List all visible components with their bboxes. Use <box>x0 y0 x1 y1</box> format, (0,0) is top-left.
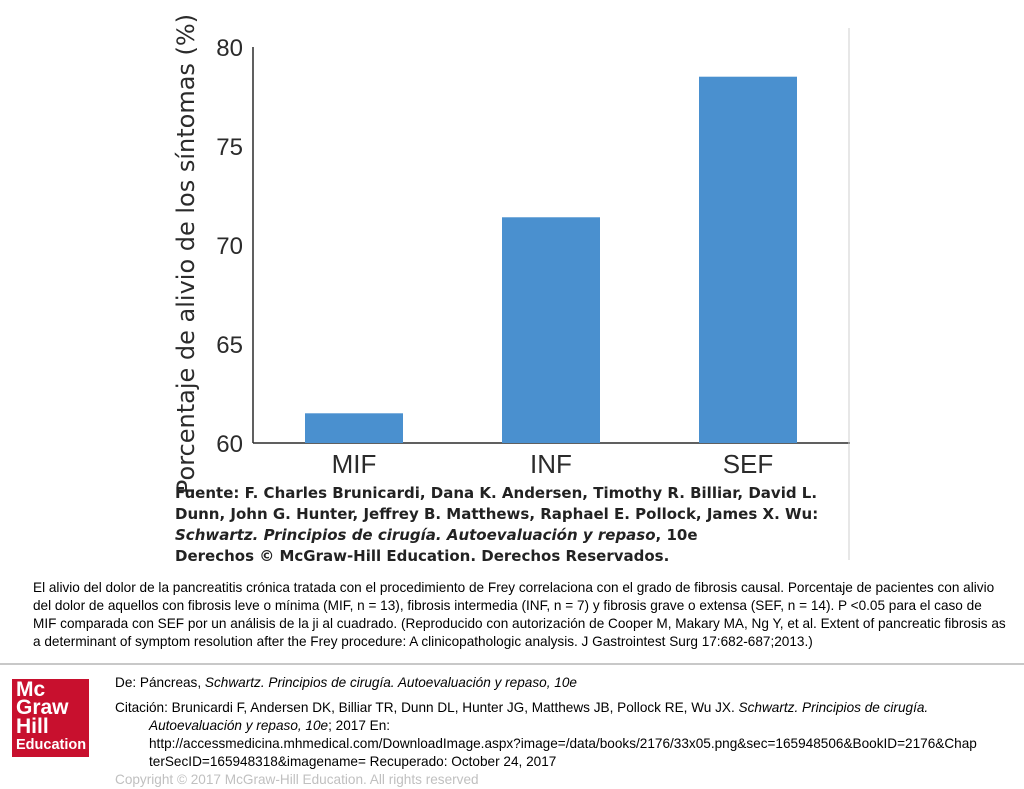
logo-text-education: Education <box>16 737 87 753</box>
y-tick-label: 60 <box>216 431 243 458</box>
citation-url-cont: terSecID=165948318&imagename= Recuperado… <box>149 754 557 769</box>
logo-text-hill: Hill <box>16 715 49 738</box>
bars <box>305 76 797 443</box>
citation-book-subtitle: Autoevaluación y repaso, 10e <box>149 718 329 733</box>
citation-url[interactable]: http://accessmedicina.mhmedical.com/Down… <box>149 736 977 751</box>
citation-year: ; 2017 En: <box>328 718 391 733</box>
x-tick-label: SEF <box>723 449 774 479</box>
y-tick-label: 80 <box>216 35 243 62</box>
y-axis-ticks: 60 65 70 75 80 <box>216 35 243 458</box>
logo-text-graw: Graw <box>16 696 69 719</box>
source-line-3: Schwartz. Principios de cirugía. Autoeva… <box>175 525 835 546</box>
category-labels: MIF INF SEF <box>332 449 774 479</box>
source-edition: , 10e <box>655 526 698 544</box>
from-prefix: De: Páncreas, <box>115 675 205 690</box>
citation-authors: Citación: Brunicardi F, Andersen DK, Bil… <box>115 700 739 715</box>
figure-caption: El alivio del dolor de la pancreatitis c… <box>33 580 1006 649</box>
citation-from: De: Páncreas, Schwartz. Principios de ci… <box>115 674 1015 692</box>
bar-chart: Porcentaje de alivio de los síntomas (%)… <box>172 14 850 560</box>
y-axis-label: Porcentaje de alivio de los síntomas (%) <box>172 14 200 494</box>
y-tick-label: 75 <box>216 134 243 161</box>
mcgraw-hill-logo: Mc Graw Hill Education <box>12 679 89 757</box>
bar-sef <box>699 76 797 443</box>
bar-inf <box>502 217 600 443</box>
source-line-2: Dunn, John G. Hunter, Jeffrey B. Matthew… <box>175 505 819 523</box>
citation-book-title: Schwartz. Principios de cirugía. <box>738 700 929 715</box>
bar-mif <box>305 413 403 443</box>
source-line-1: Fuente: F. Charles Brunicardi, Dana K. A… <box>175 484 818 502</box>
source-line-4: Derechos © McGraw-Hill Education. Derech… <box>175 547 670 565</box>
from-book-title: Schwartz. Principios de cirugía. Autoeva… <box>204 675 577 690</box>
copyright-text: Copyright © 2017 McGraw-Hill Education. … <box>115 772 479 787</box>
y-tick-label: 70 <box>216 233 243 260</box>
x-tick-label: MIF <box>332 449 377 479</box>
citation-text: Citación: Brunicardi F, Andersen DK, Bil… <box>115 699 1015 789</box>
y-tick-label: 65 <box>216 332 243 359</box>
logo-text-mc: Mc <box>16 678 46 701</box>
figure-source: Fuente: F. Charles Brunicardi, Dana K. A… <box>175 483 835 567</box>
divider <box>0 663 1024 665</box>
source-book-title: Schwartz. Principios de cirugía. Autoeva… <box>175 526 656 544</box>
citation-block: De: Páncreas, Schwartz. Principios de ci… <box>115 674 1015 789</box>
x-tick-label: INF <box>530 449 572 479</box>
